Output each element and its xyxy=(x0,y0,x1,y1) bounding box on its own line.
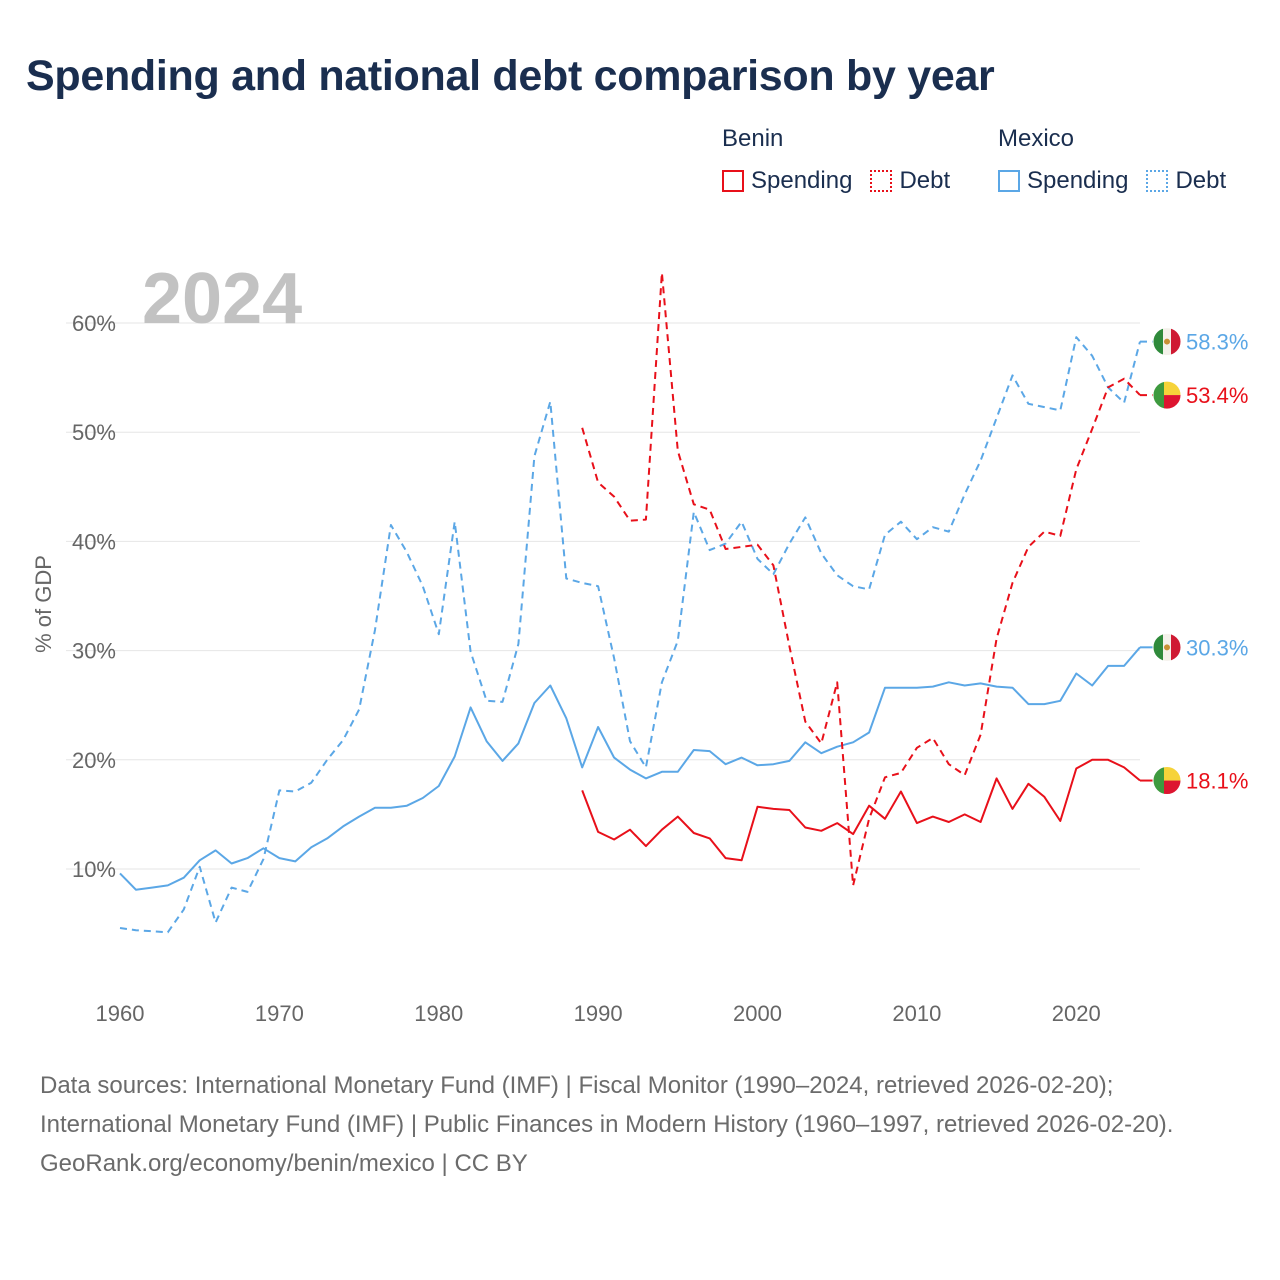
y-tick-label: 20% xyxy=(72,748,116,773)
footer: Data sources: International Monetary Fun… xyxy=(40,1066,1250,1183)
y-tick-label: 10% xyxy=(72,857,116,882)
dotted-swatch-icon xyxy=(1146,170,1169,192)
credit-link[interactable]: GeoRank.org/economy/benin/mexico | CC BY xyxy=(40,1150,528,1177)
series-lines xyxy=(119,271,1141,934)
dotted-swatch-icon xyxy=(870,170,893,192)
end-value-label: 30.3% xyxy=(1186,635,1248,660)
legend-label: Spending xyxy=(751,167,853,194)
data-sources: Data sources: International Monetary Fun… xyxy=(40,1072,1174,1138)
y-ticks: 10% 20% 30% 40% 50% 60% xyxy=(72,311,116,882)
x-tick-label: 2020 xyxy=(1052,1001,1101,1026)
x-tick-label: 1960 xyxy=(96,1001,145,1026)
mexico-debt-line[interactable] xyxy=(119,336,1141,934)
year-watermark: 2024 xyxy=(142,259,302,339)
end-value-label: 18.1% xyxy=(1186,769,1248,794)
mexico-spending-line[interactable] xyxy=(119,646,1141,891)
legend-benin: Benin Spending Debt xyxy=(722,123,950,197)
legend-item-benin-debt[interactable]: Debt xyxy=(870,167,950,195)
y-tick-label: 50% xyxy=(72,420,116,445)
x-tick-label: 1970 xyxy=(255,1001,304,1026)
legend-item-benin-spending[interactable]: Spending xyxy=(722,167,852,195)
end-labels: 58.3% 53.4% 30.3% 18.1% xyxy=(1140,327,1248,796)
gridlines xyxy=(66,322,1140,870)
end-value-label: 58.3% xyxy=(1186,330,1248,355)
legend-label: Spending xyxy=(1027,167,1129,194)
y-tick-label: 60% xyxy=(72,311,116,336)
solid-swatch-icon xyxy=(722,170,744,192)
legend-label: Debt xyxy=(899,167,951,194)
legend-country-benin: Benin xyxy=(722,125,784,152)
legend-item-mexico-debt[interactable]: Debt xyxy=(1146,167,1226,195)
x-tick-label: 2010 xyxy=(892,1001,941,1026)
solid-swatch-icon xyxy=(998,170,1020,192)
legend-item-mexico-spending[interactable]: Spending xyxy=(998,167,1128,195)
x-tick-label: 2000 xyxy=(733,1001,782,1026)
y-tick-label: 40% xyxy=(72,529,116,554)
mexico-flag-icon xyxy=(1153,633,1181,662)
line-chart: 2024 % of GDP 10% 20% 30% 40% 50% 60% 1960 197… xyxy=(31,259,1248,1026)
chart-title: Spending and national debt comparison by… xyxy=(26,52,995,100)
y-tick-label: 30% xyxy=(72,639,116,664)
x-tick-label: 1990 xyxy=(574,1001,623,1026)
legend-mexico: Mexico Spending Debt xyxy=(998,123,1226,197)
legend-country-mexico: Mexico xyxy=(998,125,1075,152)
benin-spending-line[interactable] xyxy=(581,758,1141,862)
benin-debt-line[interactable] xyxy=(581,271,1141,887)
end-value-label: 53.4% xyxy=(1186,383,1248,408)
mexico-flag-icon xyxy=(1153,327,1181,356)
x-tick-label: 1980 xyxy=(414,1001,463,1026)
x-ticks: 1960 1970 1980 1990 2000 2010 2020 xyxy=(96,1001,1101,1026)
y-axis-label: % of GDP xyxy=(31,555,56,653)
legend-label: Debt xyxy=(1175,167,1227,194)
